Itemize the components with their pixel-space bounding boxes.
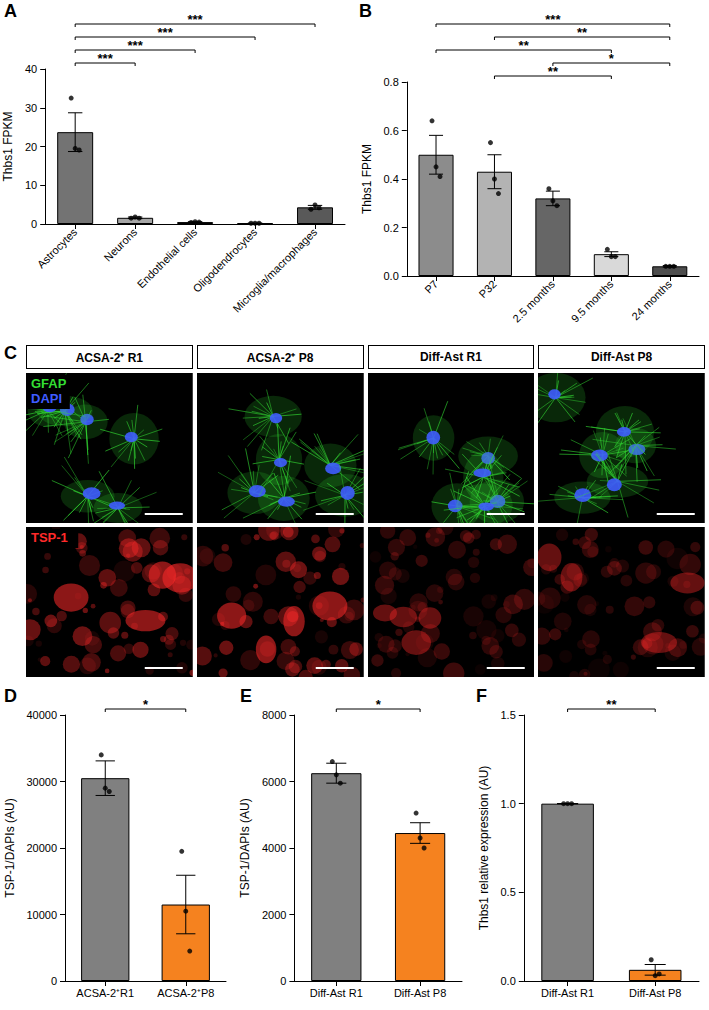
svg-text:ACSA-2⁺R1: ACSA-2⁺R1 <box>76 987 134 999</box>
svg-text:***: *** <box>98 51 114 66</box>
html-text:ACSA-2⁺ R1: ACSA-2⁺ R1 <box>75 350 143 365</box>
svg-text:Neurons: Neurons <box>102 225 140 263</box>
svg-text:**: ** <box>519 38 530 53</box>
html-text:C: C <box>4 343 17 363</box>
svg-text:0.0: 0.0 <box>384 270 399 282</box>
svg-text:8000: 8000 <box>262 709 286 721</box>
svg-text:TSP-1/DAPIs (AU): TSP-1/DAPIs (AU) <box>238 798 252 897</box>
svg-text:0.6: 0.6 <box>384 125 399 137</box>
svg-text:*: * <box>376 697 382 712</box>
svg-text:0: 0 <box>280 975 286 987</box>
svg-text:*: * <box>609 51 615 66</box>
svg-text:***: *** <box>158 25 174 40</box>
svg-text:1.5: 1.5 <box>501 709 516 721</box>
svg-text:B: B <box>359 1 372 21</box>
svg-text:GFAP: GFAP <box>31 376 67 391</box>
svg-text:10: 10 <box>25 179 37 191</box>
svg-text:E: E <box>240 686 252 706</box>
svg-text:F: F <box>476 686 487 706</box>
svg-text:Diff-Ast P8: Diff-Ast P8 <box>629 987 681 999</box>
svg-text:10000: 10000 <box>26 909 57 921</box>
svg-text:20000: 20000 <box>26 842 57 854</box>
svg-text:40000: 40000 <box>26 709 57 721</box>
svg-text:4000: 4000 <box>262 842 286 854</box>
svg-text:9.5 months: 9.5 months <box>569 277 616 324</box>
svg-text:0: 0 <box>51 975 57 987</box>
svg-text:TSP-1/DAPIs (AU): TSP-1/DAPIs (AU) <box>3 798 17 897</box>
svg-text:ACSA-2⁺P8: ACSA-2⁺P8 <box>157 987 214 999</box>
html-text:Diff-Ast P8: Diff-Ast P8 <box>591 350 653 364</box>
svg-text:D: D <box>4 686 17 706</box>
svg-text:0.2: 0.2 <box>384 222 399 234</box>
svg-text:**: ** <box>606 697 617 712</box>
svg-text:A: A <box>4 1 17 21</box>
html-text:ACSA-2⁺ P8: ACSA-2⁺ P8 <box>246 350 314 365</box>
svg-text:0: 0 <box>31 218 37 230</box>
svg-text:Diff-Ast R1: Diff-Ast R1 <box>310 987 363 999</box>
svg-text:1.0: 1.0 <box>501 798 516 810</box>
svg-text:Endothelial cells: Endothelial cells <box>135 225 200 290</box>
svg-text:DAPI: DAPI <box>31 391 62 406</box>
svg-text:**: ** <box>577 25 588 40</box>
svg-text:30: 30 <box>25 102 37 114</box>
svg-text:Thbs1 FPKM: Thbs1 FPKM <box>1 111 15 181</box>
svg-text:0.5: 0.5 <box>501 886 516 898</box>
svg-text:20: 20 <box>25 141 37 153</box>
svg-text:30000: 30000 <box>26 776 57 788</box>
html-text:Diff-Ast R1: Diff-Ast R1 <box>419 350 482 364</box>
svg-text:6000: 6000 <box>262 776 286 788</box>
svg-text:2000: 2000 <box>262 909 286 921</box>
svg-text:Thbs1 relative expression (AU): Thbs1 relative expression (AU) <box>477 766 491 931</box>
svg-text:0.0: 0.0 <box>501 975 516 987</box>
svg-text:Oligodendrocytes: Oligodendrocytes <box>190 225 259 294</box>
svg-text:24 months: 24 months <box>629 277 674 322</box>
svg-text:***: *** <box>188 12 204 27</box>
svg-text:Diff-Ast P8: Diff-Ast P8 <box>394 987 446 999</box>
svg-text:P7: P7 <box>422 278 440 296</box>
svg-text:2.5 months: 2.5 months <box>510 277 557 324</box>
svg-text:0.4: 0.4 <box>384 173 399 185</box>
svg-text:40: 40 <box>25 63 37 75</box>
svg-text:0.8: 0.8 <box>384 76 399 88</box>
svg-text:Astrocytes: Astrocytes <box>35 225 80 270</box>
svg-text:P32: P32 <box>476 278 498 300</box>
svg-text:Microglia/macrophages: Microglia/macrophages <box>230 225 319 314</box>
svg-text:Diff-Ast R1: Diff-Ast R1 <box>541 987 594 999</box>
svg-text:***: *** <box>545 12 561 27</box>
svg-text:***: *** <box>128 38 144 53</box>
svg-text:Thbs1 FPKM: Thbs1 FPKM <box>360 144 374 214</box>
svg-text:*: * <box>143 697 149 712</box>
svg-text:TSP-1: TSP-1 <box>31 530 68 545</box>
svg-text:**: ** <box>548 64 559 79</box>
